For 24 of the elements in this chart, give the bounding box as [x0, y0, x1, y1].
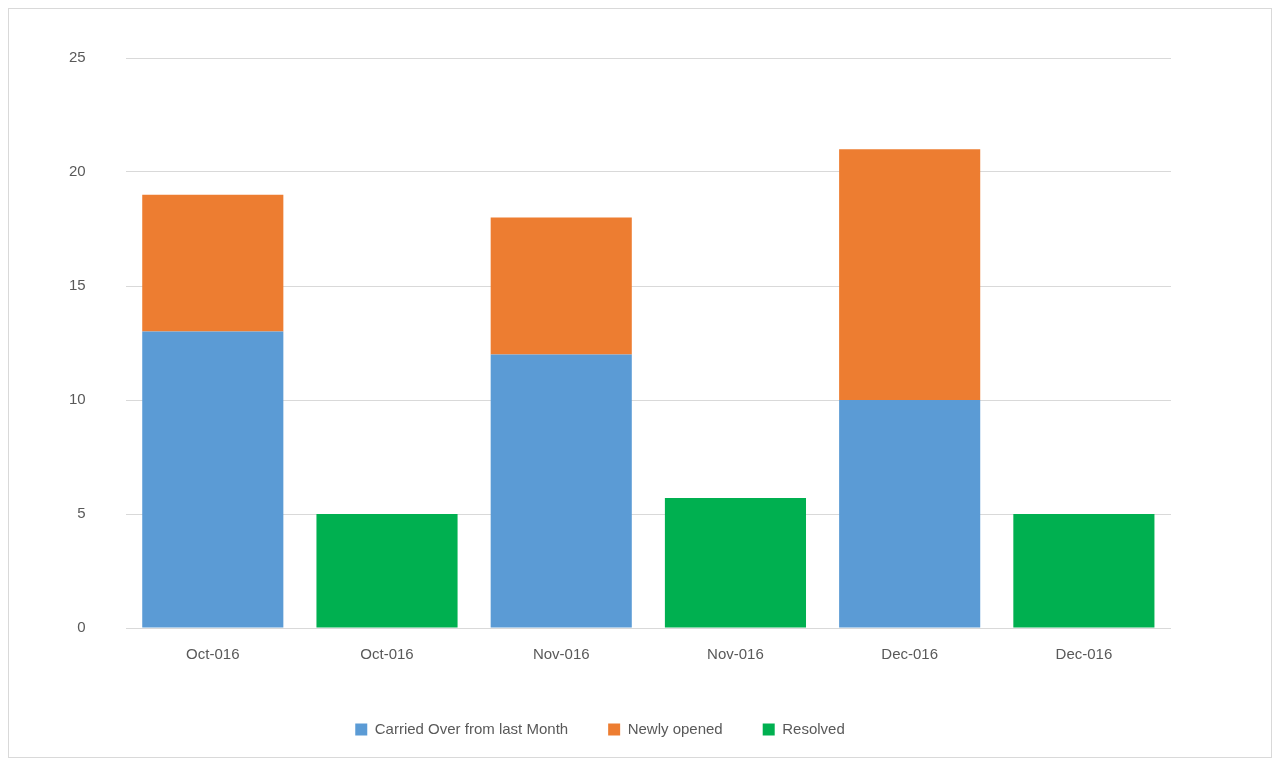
bar [1013, 514, 1155, 628]
bar [316, 514, 458, 628]
y-tick-label: 25 [69, 48, 86, 66]
y-tick-label: 20 [69, 162, 86, 180]
bar [664, 498, 807, 628]
y-tick-label: 0 [77, 618, 86, 636]
bar [839, 149, 981, 400]
bar [142, 331, 284, 628]
x-tick-label: Oct-016 [360, 645, 414, 663]
bar [839, 400, 981, 628]
y-tick-label: 10 [69, 390, 86, 408]
x-tick-label: Dec-016 [881, 645, 939, 663]
x-tick-label: Oct-016 [186, 645, 240, 663]
legend-label: Newly opened [627, 719, 723, 737]
bar [142, 194, 284, 332]
x-tick-label: Dec-016 [1055, 645, 1113, 663]
legend-label: Carried Over from last Month [374, 719, 569, 737]
y-tick-label: 5 [77, 504, 86, 522]
bar [490, 354, 632, 628]
legend-label: Resolved [782, 719, 845, 737]
x-tick-label: Nov-016 [532, 645, 590, 663]
x-tick-label: Nov-016 [707, 645, 764, 663]
y-tick-label: 15 [69, 276, 86, 294]
bar [490, 217, 632, 355]
